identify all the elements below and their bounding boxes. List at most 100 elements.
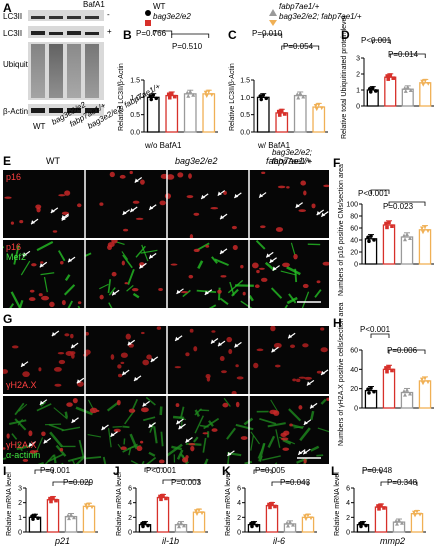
data-point (191, 92, 196, 97)
panel-f-p2: P=0.023 (383, 202, 414, 211)
y-tick-label: 0.5 (240, 112, 250, 119)
arrow-head (272, 266, 277, 271)
arrow-head (39, 400, 44, 405)
data-point (250, 524, 254, 529)
data-point (276, 109, 281, 114)
data-point (408, 391, 412, 396)
panel-c-p2: P=0.054 (283, 42, 314, 51)
panel-b-label: B (123, 28, 132, 42)
bar (202, 93, 216, 133)
data-point (423, 225, 427, 230)
ubiquitin-label: Ubiquitin (3, 60, 35, 69)
data-point (87, 502, 91, 507)
data-point (384, 366, 388, 370)
data-point (405, 232, 409, 237)
panel-f-ylabel: Numbers of p16 positive CMs/section area (338, 164, 345, 296)
data-point (255, 523, 259, 528)
y-tick-label: 3 (18, 486, 22, 493)
bar (293, 94, 307, 133)
significance-bracket (362, 469, 382, 474)
data-point (306, 513, 310, 518)
micrograph-tile (164, 172, 242, 240)
panel-c-xlabel: w/ BafA1 (258, 141, 291, 150)
data-point (386, 77, 391, 81)
data-point (426, 81, 431, 86)
data-point (364, 523, 368, 528)
micrograph-tile (253, 325, 329, 386)
data-point (313, 103, 318, 108)
panel-b-ylabel: Relative LC3II/β-Actin (118, 63, 125, 131)
data-point (423, 376, 427, 381)
panel-j-p2: P=0.003 (171, 478, 202, 487)
panel-l-gene: mmp2 (380, 536, 406, 546)
data-point (376, 504, 380, 508)
panel-k-label: K (222, 464, 231, 478)
data-point (359, 524, 363, 529)
data-point (368, 90, 373, 94)
data-point (402, 86, 407, 90)
chart-j: 0 2 4 6 (128, 467, 208, 537)
micrograph-background (3, 326, 329, 394)
significance-bracket (389, 53, 426, 58)
legend-wt-marker (143, 4, 156, 16)
bar (384, 76, 397, 107)
arrow-head (178, 425, 183, 430)
data-point (285, 520, 289, 525)
panel-d-p1: P<0.001 (361, 36, 392, 45)
bar (418, 229, 432, 265)
chart-h: 0 20 40 60 (350, 333, 434, 413)
bar (174, 524, 188, 533)
y-tick-label: 60 (350, 348, 358, 355)
significance-bracket (253, 469, 273, 474)
data-point (426, 229, 430, 233)
bar (46, 499, 60, 533)
y-tick-label: 0 (356, 104, 360, 111)
significance-bracket (372, 39, 391, 44)
bar (275, 112, 289, 133)
data-point (182, 523, 186, 528)
data-point (295, 92, 300, 97)
data-point (367, 87, 372, 91)
data-point (403, 237, 407, 242)
lc3-label-1: LC3II (3, 12, 23, 21)
panel-j-gene: il-1b (162, 536, 180, 546)
data-point (209, 93, 214, 97)
bar (301, 516, 315, 533)
arrow-head (28, 442, 33, 447)
data-point (268, 505, 272, 510)
arrow-head (127, 341, 132, 346)
arrow-head (148, 423, 153, 428)
panel-l-ylabel: Relative mRNA level (334, 472, 341, 536)
data-point (286, 523, 290, 528)
data-point (158, 494, 162, 499)
significance-bracket (370, 189, 390, 194)
panel-k-p1: P=0.005 (255, 466, 286, 475)
data-point (277, 113, 282, 117)
y-tick-label: 1.0 (240, 95, 250, 102)
y-tick-label: 4 (128, 500, 132, 507)
panel-d-ylabel: Relative total Ubiquitinated protein lev… (341, 16, 348, 139)
data-point (252, 520, 256, 525)
panel-e-row1-label: p16 (6, 172, 22, 182)
data-point (179, 520, 183, 525)
panel-f-label: F (333, 156, 341, 170)
arrow-head (110, 432, 115, 437)
arrow-head (139, 264, 144, 269)
legend-fabp-marker (268, 4, 281, 16)
data-point (267, 502, 271, 507)
minus-sign: - (107, 10, 110, 19)
y-tick-label: 80 (350, 214, 358, 221)
data-point (367, 391, 371, 395)
data-point (412, 510, 416, 515)
data-point (391, 76, 396, 80)
data-point (319, 106, 324, 111)
y-tick-label: 40 (350, 367, 358, 374)
micrograph-tile (83, 326, 162, 382)
data-point (161, 493, 165, 498)
data-point (387, 220, 391, 225)
data-point (423, 78, 428, 83)
data-point (203, 90, 208, 95)
legend-fabp-label: fabp7ae1/+ (279, 2, 320, 11)
data-point (366, 387, 370, 391)
data-point (148, 94, 153, 98)
